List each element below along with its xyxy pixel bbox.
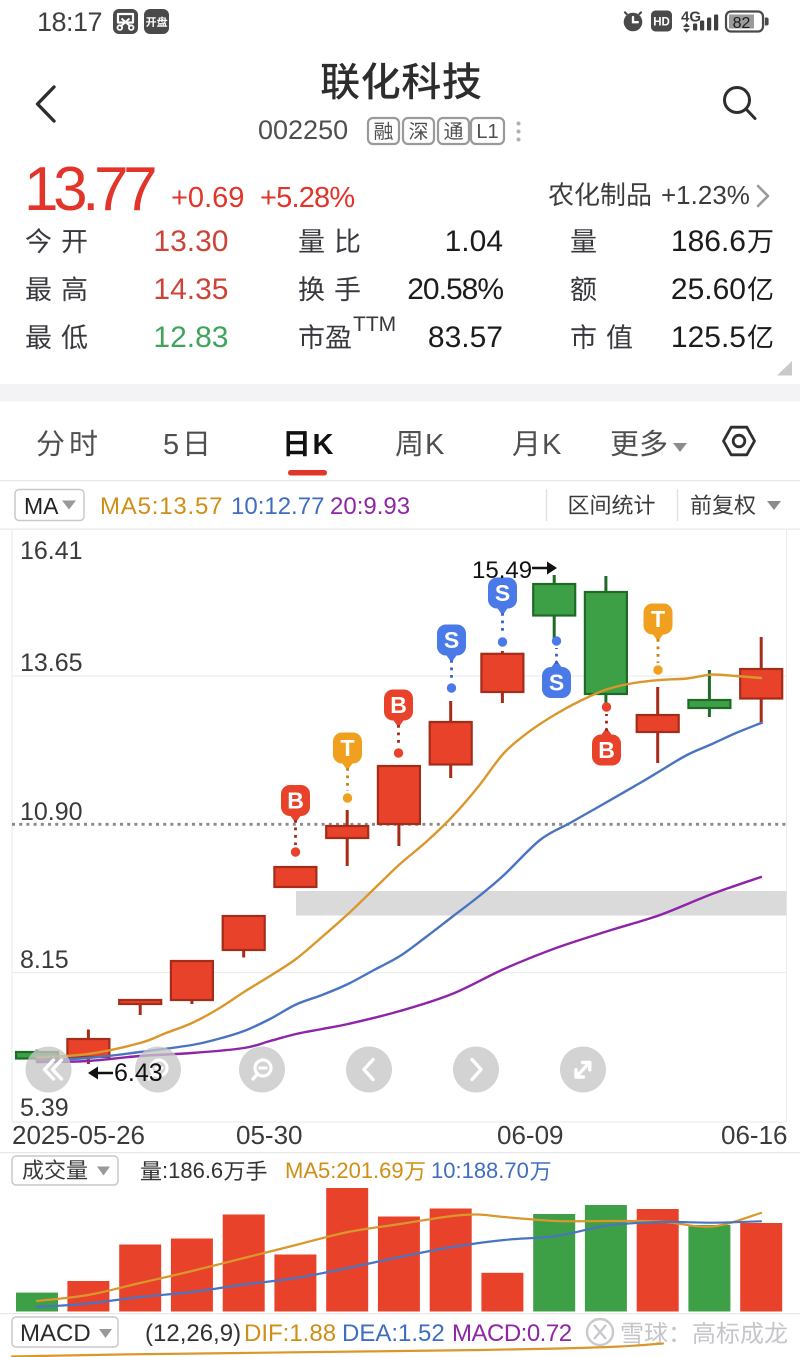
svg-text:12.83: 12.83 xyxy=(153,321,228,354)
svg-text:6.43: 6.43 xyxy=(114,1059,163,1087)
svg-text:+1.23%: +1.23% xyxy=(661,180,750,210)
svg-text:8.15: 8.15 xyxy=(20,946,69,974)
svg-text:14.35: 14.35 xyxy=(153,273,228,306)
svg-text:82: 82 xyxy=(733,15,751,32)
svg-text:5.39: 5.39 xyxy=(20,1094,69,1122)
svg-text:20:9.93: 20:9.93 xyxy=(330,493,410,520)
svg-text:186.6: 186.6 xyxy=(671,225,746,258)
svg-text:18:17: 18:17 xyxy=(37,7,102,37)
svg-text:25.60: 25.60 xyxy=(671,273,746,306)
svg-text:DIF:1.88: DIF:1.88 xyxy=(244,1320,336,1347)
svg-text:L1: L1 xyxy=(476,121,498,143)
svg-text:B: B xyxy=(598,737,615,763)
svg-text:16.41: 16.41 xyxy=(20,537,83,565)
svg-text:S: S xyxy=(495,580,510,606)
svg-text:T: T xyxy=(340,735,354,761)
svg-text::186.6: :186.6 xyxy=(162,1158,223,1183)
svg-text:10.90: 10.90 xyxy=(20,798,83,826)
svg-text:10:188.70: 10:188.70 xyxy=(431,1158,529,1183)
svg-text:B: B xyxy=(390,692,407,718)
svg-text:B: B xyxy=(287,788,304,814)
svg-text:DEA:1.52: DEA:1.52 xyxy=(342,1320,445,1347)
svg-text:13.65: 13.65 xyxy=(20,649,83,677)
svg-text:MACD:0.72: MACD:0.72 xyxy=(452,1320,572,1347)
svg-text:S: S xyxy=(549,670,564,696)
svg-text:MA: MA xyxy=(24,493,59,519)
svg-text:K: K xyxy=(542,429,562,461)
svg-text:06-09: 06-09 xyxy=(497,1120,564,1150)
svg-text:125.5: 125.5 xyxy=(671,321,746,354)
svg-text:83.57: 83.57 xyxy=(428,321,503,354)
svg-text:4G: 4G xyxy=(681,9,701,26)
svg-text:15.49: 15.49 xyxy=(472,557,532,584)
svg-text:MA5:13.57: MA5:13.57 xyxy=(100,493,223,520)
svg-text:05-30: 05-30 xyxy=(236,1120,303,1150)
svg-text:(12,26,9): (12,26,9) xyxy=(145,1320,241,1347)
svg-text:K: K xyxy=(425,429,445,461)
svg-text:13.77: 13.77 xyxy=(24,155,155,224)
svg-text:10:12.77: 10:12.77 xyxy=(231,493,324,520)
svg-text:13.30: 13.30 xyxy=(153,225,228,258)
svg-text:1.04: 1.04 xyxy=(445,225,503,258)
svg-text:20.58%: 20.58% xyxy=(407,273,503,306)
svg-text:MA5:201.69: MA5:201.69 xyxy=(285,1158,404,1183)
svg-text:MACD: MACD xyxy=(20,1320,91,1347)
svg-text:06-16: 06-16 xyxy=(721,1120,788,1150)
svg-text:5: 5 xyxy=(163,429,179,461)
svg-text:HD: HD xyxy=(653,17,670,29)
svg-text:T: T xyxy=(651,606,665,632)
svg-text:S: S xyxy=(444,627,459,653)
svg-text:+0.69: +0.69 xyxy=(171,182,244,214)
svg-text:+5.28%: +5.28% xyxy=(260,182,354,214)
svg-text:K: K xyxy=(313,429,334,461)
svg-text:002250: 002250 xyxy=(258,115,348,145)
svg-text:TTM: TTM xyxy=(353,313,396,336)
svg-text:2025-05-26: 2025-05-26 xyxy=(12,1120,145,1150)
